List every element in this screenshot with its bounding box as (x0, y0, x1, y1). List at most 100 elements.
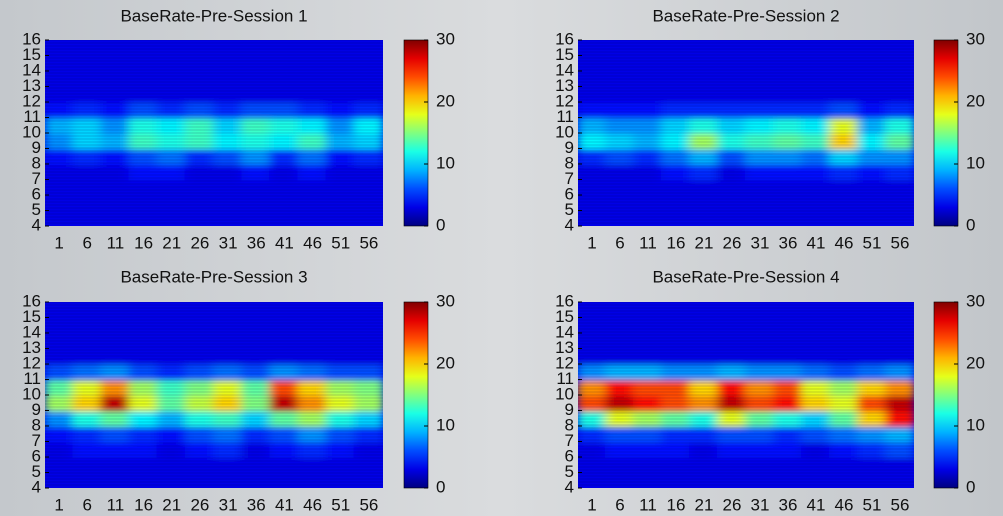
y-tick-label: 6 (32, 446, 41, 465)
heatmap-cell (689, 440, 719, 458)
heatmap-cell (773, 132, 803, 150)
y-tick-label: 8 (565, 415, 574, 434)
heatmap-cell (72, 85, 103, 103)
heatmap-cell (45, 302, 75, 319)
heatmap-cell (689, 394, 719, 412)
heatmap-cell (745, 163, 775, 181)
x-tick-label: 56 (891, 495, 910, 514)
heatmap (45, 302, 383, 488)
heatmap-cell (241, 347, 272, 365)
x-tick-label: 6 (83, 495, 92, 514)
heatmap-cell (689, 316, 719, 334)
heatmap-cell (773, 378, 803, 396)
heatmap-cell (829, 425, 859, 443)
heatmap (578, 302, 914, 488)
heatmap-cell (325, 363, 356, 381)
heatmap-cell (661, 116, 691, 134)
heatmap-cell (745, 363, 775, 381)
heatmap-cell (72, 409, 103, 427)
heatmap-cell (801, 194, 831, 212)
heatmap-cell (72, 40, 103, 57)
heatmap-cell (45, 54, 75, 72)
heatmap-cell (605, 409, 635, 427)
heatmap-cell (801, 54, 831, 72)
heatmap-cell (100, 440, 131, 458)
x-tick-label: 46 (835, 495, 854, 514)
heatmap-cell (100, 394, 131, 412)
heatmap-cell (45, 425, 75, 443)
x-tick-label: 21 (695, 233, 714, 252)
heatmap-cell (156, 409, 187, 427)
x-tick-label: 36 (779, 233, 798, 252)
heatmap-cell (633, 332, 663, 350)
heatmap-cell (269, 440, 300, 458)
heatmap-cell (269, 116, 300, 134)
x-tick-label: 26 (190, 233, 209, 252)
panel: BaseRate-Pre-Session 1456789101112131415… (22, 6, 455, 252)
heatmap-cell (128, 70, 159, 88)
heatmap-cell (661, 409, 691, 427)
heatmap-cell (578, 456, 607, 474)
heatmap-cell (717, 332, 747, 350)
heatmap-cell (745, 425, 775, 443)
heatmap-cell (745, 116, 775, 134)
heatmap-cell (633, 471, 663, 488)
heatmap-cell (156, 101, 187, 119)
heatmap-cell (661, 394, 691, 412)
heatmap-cell (885, 347, 914, 365)
heatmap-cell (100, 425, 131, 443)
heatmap-cell (745, 54, 775, 72)
heatmap-cell (633, 132, 663, 150)
x-tick-label: 6 (83, 233, 92, 252)
heatmap-cell (717, 54, 747, 72)
heatmap-cell (661, 85, 691, 103)
heatmap-cell (45, 209, 75, 226)
heatmap-cell (829, 194, 859, 212)
heatmap-cell (325, 394, 356, 412)
heatmap-cell (745, 178, 775, 196)
y-tick-label: 16 (555, 29, 574, 48)
heatmap-cell (661, 332, 691, 350)
x-tick-label: 51 (863, 233, 882, 252)
heatmap-cell (72, 116, 103, 134)
heatmap-cell (605, 363, 635, 381)
heatmap-cells (578, 302, 914, 488)
heatmap-cell (745, 332, 775, 350)
heatmap-cell (213, 409, 244, 427)
heatmap-cells (45, 40, 383, 226)
heatmap-cell (801, 440, 831, 458)
y-tick-label: 7 (32, 431, 41, 450)
colorbar (933, 39, 959, 227)
heatmap-cell (128, 332, 159, 350)
heatmap-cell (857, 147, 887, 165)
heatmap-cell (325, 70, 356, 88)
heatmap-cell (213, 85, 244, 103)
heatmap-cell (297, 116, 328, 134)
heatmap-cell (353, 132, 383, 150)
heatmap-cell (45, 70, 75, 88)
heatmap-cell (269, 363, 300, 381)
heatmap-cell (353, 116, 383, 134)
heatmap-cell (213, 363, 244, 381)
heatmap-cell (829, 363, 859, 381)
x-tick-label: 31 (219, 495, 238, 514)
heatmap-cell (241, 456, 272, 474)
heatmap-cell (45, 116, 75, 134)
heatmap-cell (578, 101, 607, 119)
heatmap-cell (578, 316, 607, 334)
heatmap-cell (689, 302, 719, 319)
heatmap-cell (353, 316, 383, 334)
y-tick-label: 15 (22, 45, 41, 64)
heatmap-cell (269, 132, 300, 150)
heatmap-cell (72, 471, 103, 488)
heatmap-cell (885, 40, 914, 57)
heatmap-cell (269, 409, 300, 427)
heatmap-cell (801, 347, 831, 365)
heatmap-cell (241, 378, 272, 396)
heatmap-cell (45, 316, 75, 334)
heatmap-cell (156, 332, 187, 350)
heatmap-cell (801, 378, 831, 396)
heatmap-cell (578, 363, 607, 381)
x-tick-label: 31 (751, 495, 770, 514)
heatmap-cell (885, 147, 914, 165)
